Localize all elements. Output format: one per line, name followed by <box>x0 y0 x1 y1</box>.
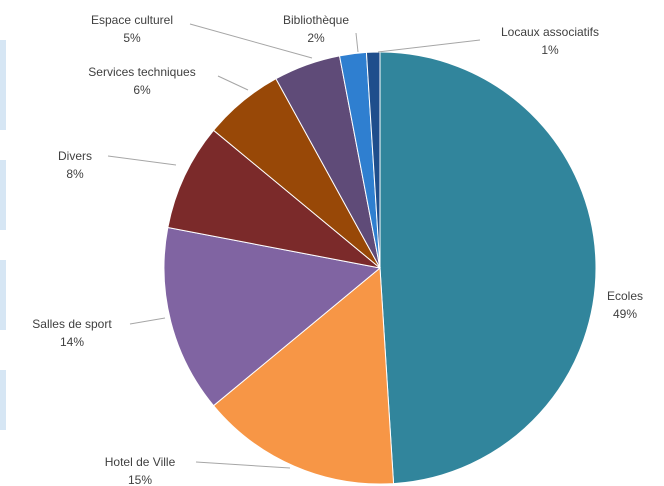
slice-label-divers: Divers <box>58 149 92 163</box>
left-edge-strip <box>0 160 6 230</box>
pie-slice-salles-de-sport <box>163 226 382 407</box>
leader-line-locaux-associatifs <box>377 39 481 53</box>
data-labels: Ecoles 49% Hotel de Ville 15% Salles de spor… <box>32 13 643 486</box>
left-edge-strip <box>0 40 6 130</box>
leader-line-divers <box>107 155 177 166</box>
slice-label-hotel-de-ville: Hotel de Ville <box>105 455 176 469</box>
slice-label-salles-de-sport: Salles de sport <box>32 317 112 331</box>
leader-lines <box>107 23 481 469</box>
left-edge-strip <box>0 260 6 330</box>
slice-label-services-techniques: Services techniques <box>88 65 195 79</box>
slice-label-espace-culturel: Espace culturel <box>91 13 173 27</box>
leader-line-espace-culturel <box>189 23 313 59</box>
slice-value-salles-de-sport: 14% <box>60 335 84 349</box>
pie-slices <box>163 51 597 485</box>
pie-slice-ecoles <box>379 51 597 485</box>
pie-slice-hotel-de-ville <box>212 266 395 485</box>
slice-value-locaux-associatifs: 1% <box>541 43 559 57</box>
slice-value-services-techniques: 6% <box>133 83 151 97</box>
left-edge-strip <box>0 370 6 430</box>
leader-line-bibliotheque <box>355 32 359 53</box>
slice-value-espace-culturel: 5% <box>123 31 141 45</box>
slice-value-hotel-de-ville: 15% <box>128 473 152 486</box>
slice-value-bibliotheque: 2% <box>307 31 325 45</box>
slice-value-ecoles: 49% <box>613 307 637 321</box>
slice-label-locaux-associatifs: Locaux associatifs <box>501 25 599 39</box>
slice-label-bibliotheque: Bibliothèque <box>283 13 349 27</box>
leader-line-hotel-de-ville <box>195 461 291 469</box>
slice-label-ecoles: Ecoles <box>607 289 643 303</box>
slice-value-divers: 8% <box>66 167 84 181</box>
leader-line-services-techniques <box>217 75 249 91</box>
pie-slice-divers <box>167 129 381 269</box>
leader-line-salles-de-sport <box>129 317 166 325</box>
